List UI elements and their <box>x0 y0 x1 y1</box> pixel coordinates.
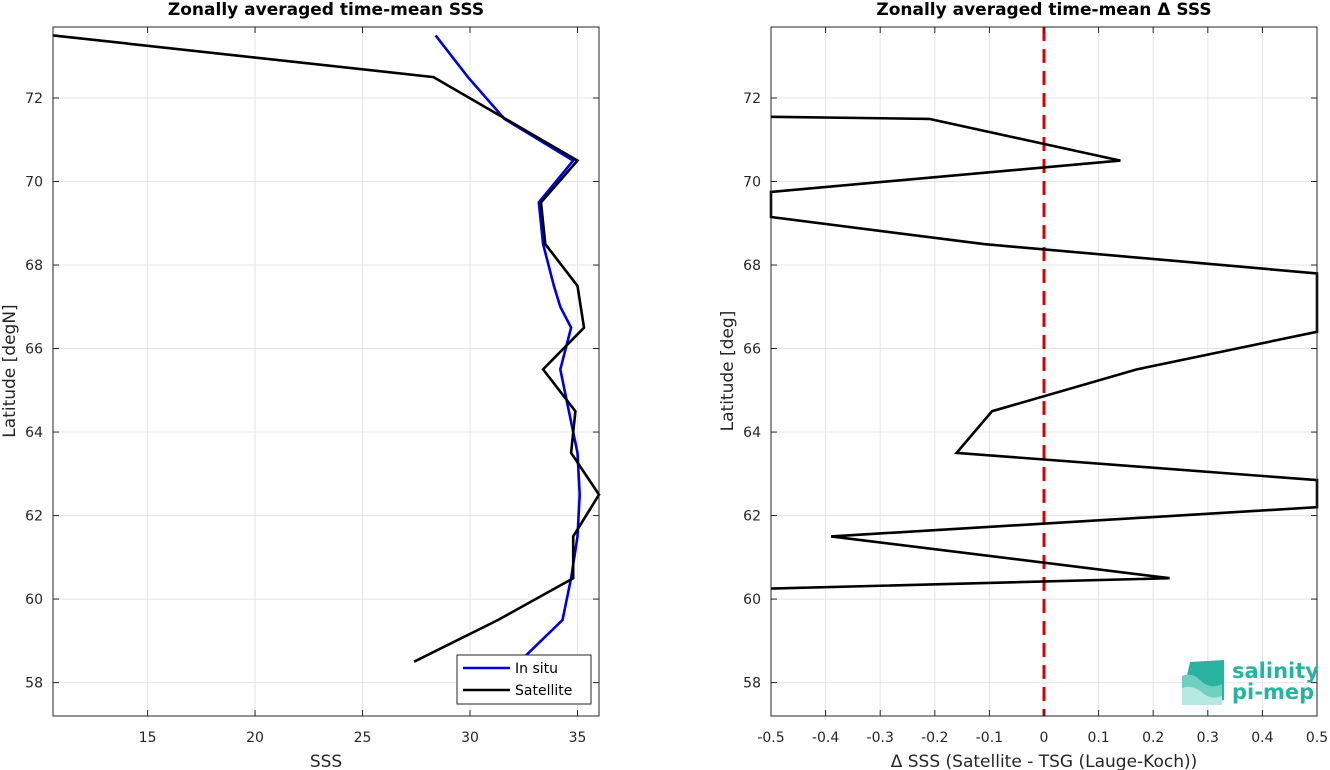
sss-chart-title: Zonally averaged time-mean SSS <box>168 0 484 20</box>
y-tick-label: 68 <box>25 258 43 274</box>
x-tick-label: 30 <box>461 730 479 746</box>
y-tick-label: 70 <box>25 175 43 191</box>
logo-wave-icon <box>1182 660 1224 705</box>
x-tick-label: -0.5 <box>757 730 784 746</box>
sss-grid <box>53 27 599 716</box>
y-tick-label: 64 <box>25 425 43 441</box>
sss-plot-area <box>52 34 601 704</box>
legend-satellite-label: Satellite <box>515 683 572 699</box>
legend-in-situ-label: In situ <box>515 661 558 677</box>
y-tick-label: 66 <box>25 342 43 358</box>
y-tick-label: 64 <box>743 425 761 441</box>
x-tick-label: 0 <box>1040 730 1049 746</box>
sss-x-axis-label: SSS <box>310 752 342 770</box>
y-tick-label: 72 <box>743 91 761 107</box>
y-tick-label: 62 <box>25 509 43 525</box>
y-tick-label: 62 <box>743 509 761 525</box>
salinity-pi-mep-logo: salinity pi-mep <box>1182 659 1319 705</box>
x-tick-label: 0.4 <box>1251 730 1273 746</box>
sss-in-situ-line <box>434 34 582 704</box>
delta-sss-y-axis-label: Latitude [deg] <box>718 311 738 432</box>
x-tick-label: 35 <box>569 730 587 746</box>
y-tick-label: 60 <box>743 592 761 608</box>
x-tick-label: 0.3 <box>1197 730 1219 746</box>
delta-sss-x-axis-label: Δ SSS (Satellite - TSG (Lauge-Koch)) <box>891 752 1198 770</box>
sss-y-axis-label: Latitude [degN] <box>0 304 20 437</box>
delta-sss-plot-area <box>769 27 1319 716</box>
sss-satellite-line <box>52 34 601 663</box>
x-tick-label: -0.3 <box>867 730 894 746</box>
x-tick-label: -0.4 <box>812 730 839 746</box>
logo-text-pi-mep: pi-mep <box>1232 680 1314 704</box>
x-tick-label: 0.5 <box>1306 730 1328 746</box>
delta-sss-chart-title: Zonally averaged time-mean Δ SSS <box>876 0 1211 20</box>
y-tick-label: 66 <box>743 342 761 358</box>
x-tick-label: 25 <box>354 730 372 746</box>
x-tick-label: 20 <box>246 730 264 746</box>
y-tick-label: 58 <box>743 676 761 692</box>
y-tick-label: 58 <box>25 676 43 692</box>
x-tick-label: 0.2 <box>1142 730 1164 746</box>
legend-box <box>456 654 592 705</box>
x-tick-label: 15 <box>139 730 157 746</box>
sss-axes-box <box>52 26 600 717</box>
delta-sss-series-0-line <box>769 115 1319 590</box>
sss-ticks: 15 20 25 30 35 58 60 62 64 66 68 70 72 <box>25 27 599 746</box>
y-tick-label: 60 <box>25 592 43 608</box>
y-tick-label: 68 <box>743 258 761 274</box>
sss-legend: In situ Satellite <box>456 654 592 705</box>
delta-sss-ticks: -0.5 -0.4 -0.3 -0.2 -0.1 0 0.1 0.2 0.3 0.4 0.5 58 60… <box>743 27 1328 746</box>
x-tick-label: 0.1 <box>1087 730 1109 746</box>
x-tick-label: -0.1 <box>976 730 1003 746</box>
sss-panel: Zonally averaged time-mean SSS 15 20 25 30 3… <box>0 0 601 770</box>
y-tick-label: 72 <box>25 91 43 107</box>
logo-text-salinity: salinity <box>1232 659 1319 683</box>
delta-sss-panel: Zonally averaged time-mean Δ SSS -0.5 -0.… <box>718 0 1328 770</box>
x-tick-label: -0.2 <box>921 730 948 746</box>
y-tick-label: 70 <box>743 175 761 191</box>
